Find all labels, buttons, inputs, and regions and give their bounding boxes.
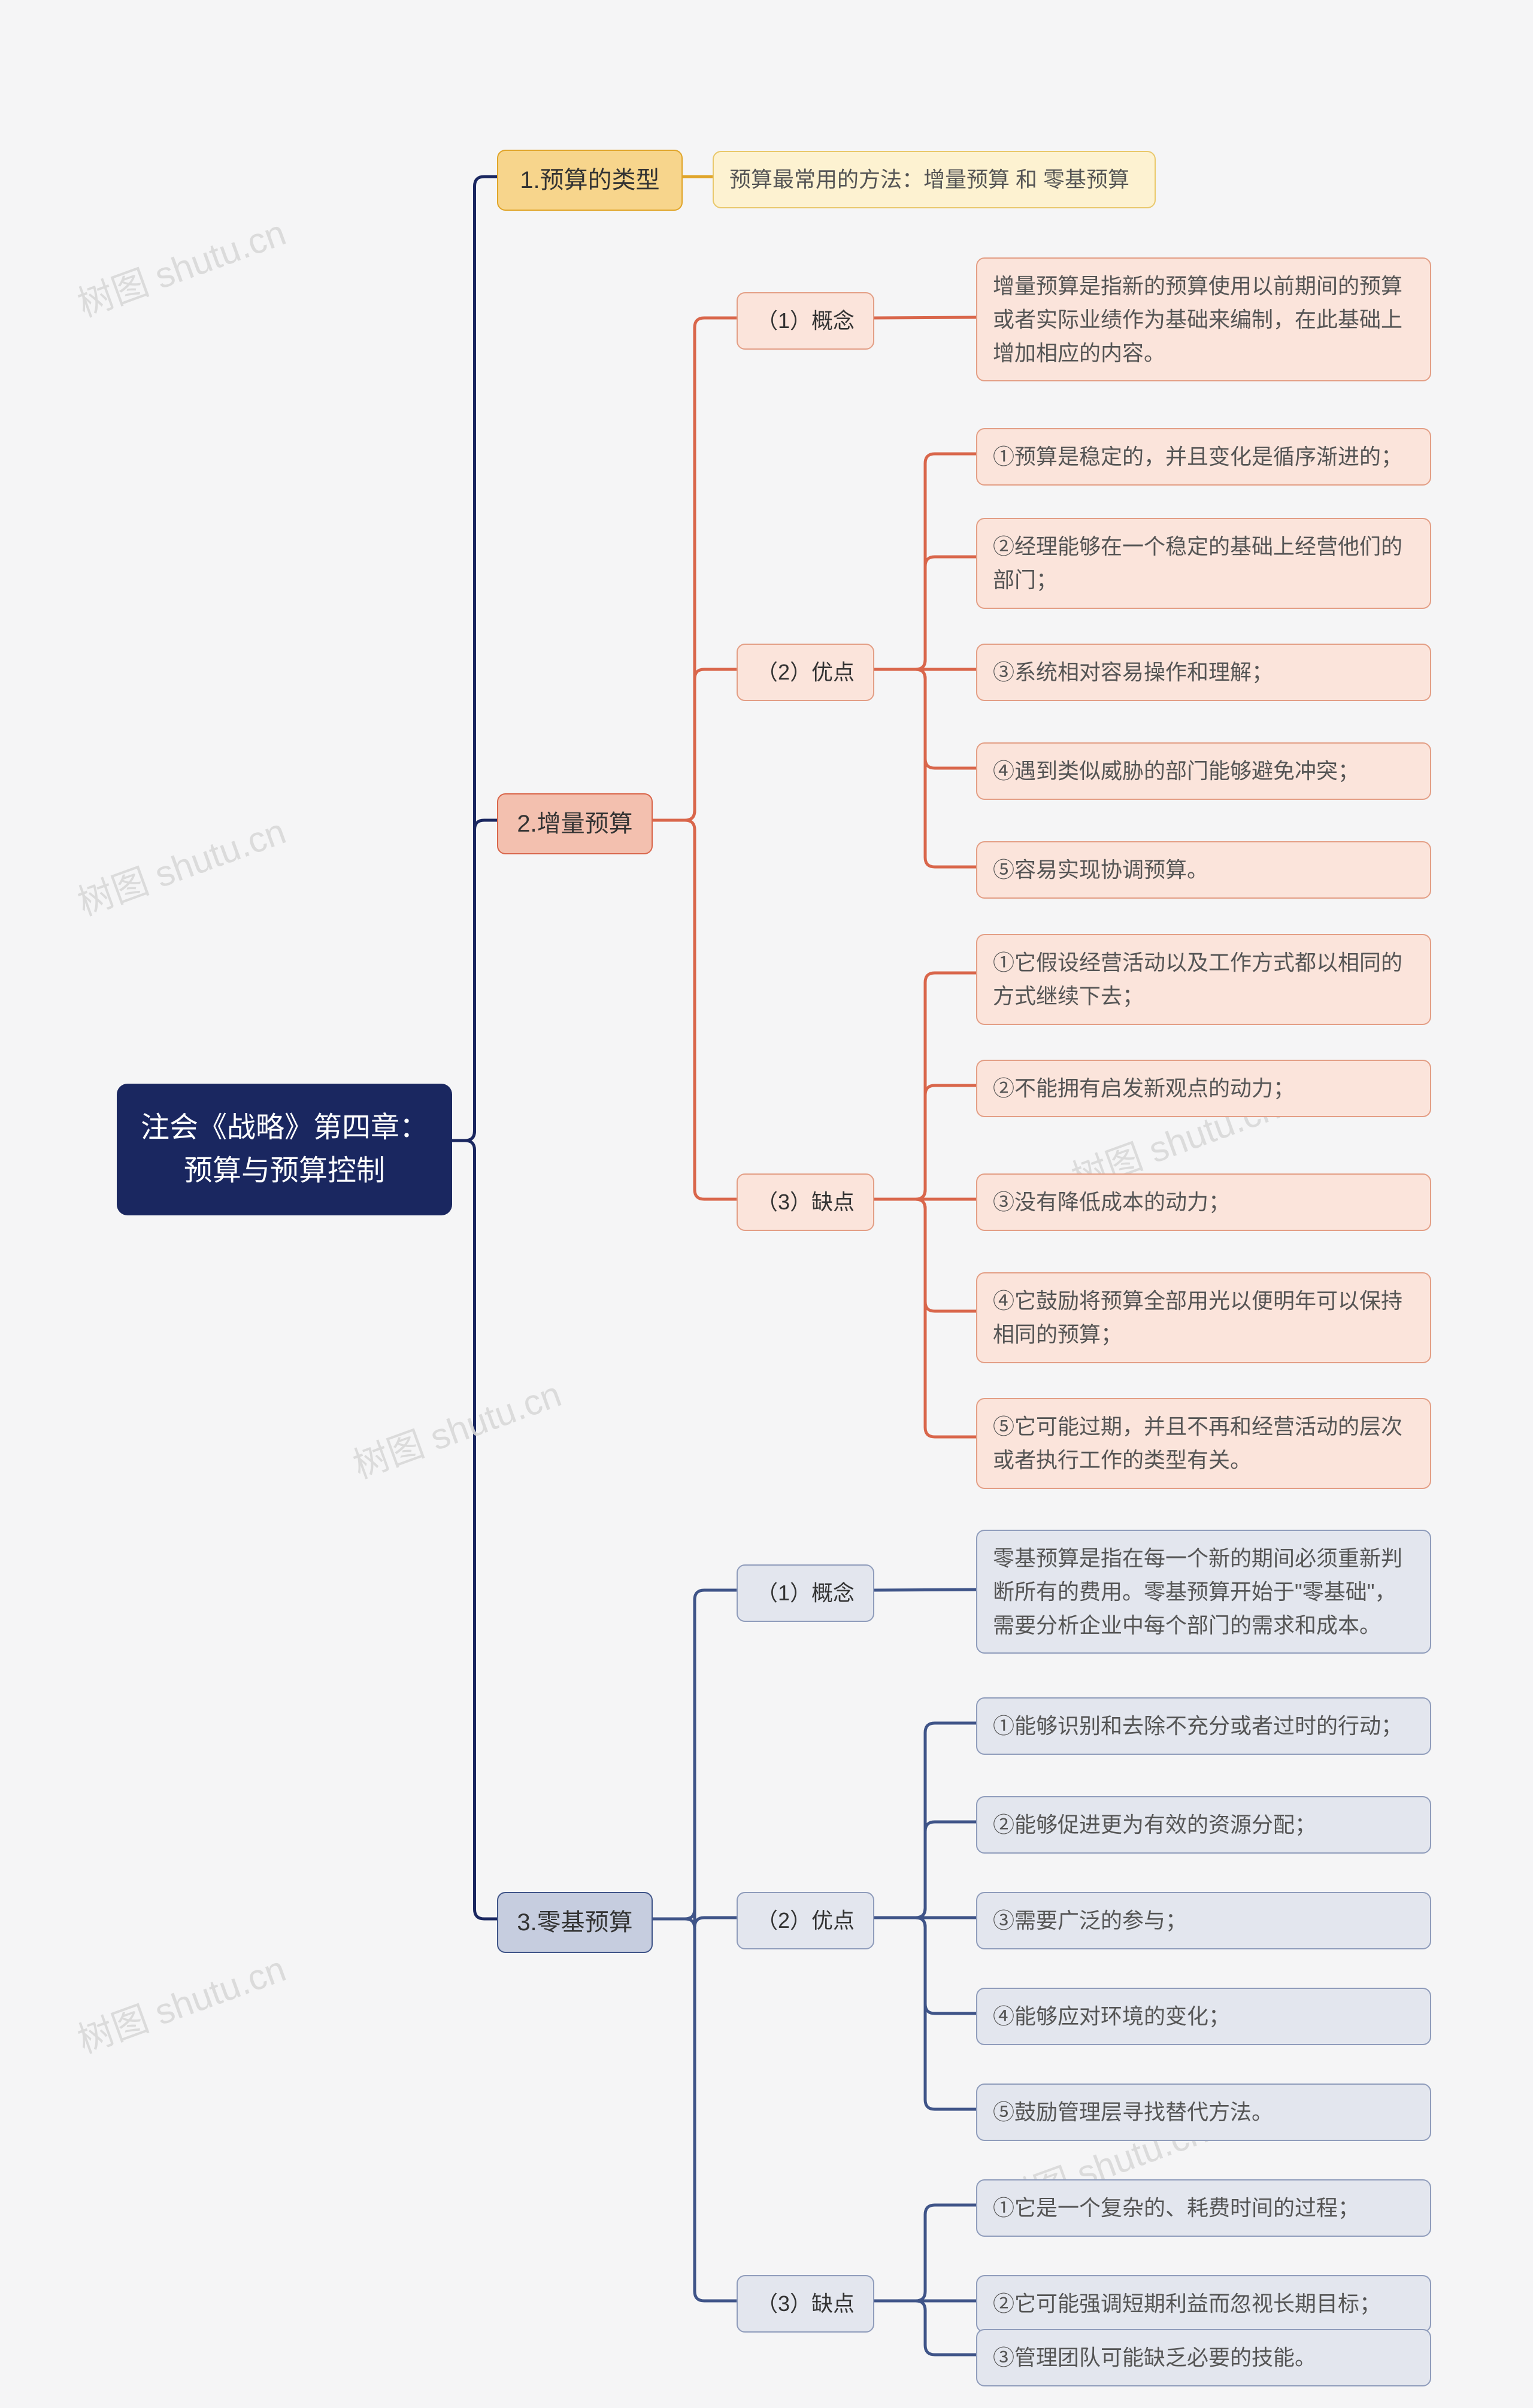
leaf-b3s2l1: ①能够识别和去除不充分或者过时的行动； — [976, 1697, 1431, 1755]
leaf-b2s3l3: ③没有降低成本的动力； — [976, 1173, 1431, 1231]
branch-b3: 3.零基预算 — [497, 1892, 653, 1953]
leaf-b3s1l1: 零基预算是指在每一个新的期间必须重新判断所有的费用。零基预算开始于"零基础"，需… — [976, 1530, 1431, 1654]
leaf-b3s2l4: ④能够应对环境的变化； — [976, 1988, 1431, 2045]
root-node: 注会《战略》第四章：预算与预算控制 — [117, 1084, 452, 1215]
sub-b2s3: （3）缺点 — [737, 1173, 874, 1231]
leaf-b2s2l4: ④遇到类似威胁的部门能够避免冲突； — [976, 742, 1431, 800]
leaf-b2s1l1: 增量预算是指新的预算使用以前期间的预算或者实际业绩作为基础来编制，在此基础上增加… — [976, 257, 1431, 381]
leaf-b3s2l3: ③需要广泛的参与； — [976, 1892, 1431, 1949]
watermark: 树图 shutu.cn — [69, 802, 292, 926]
leaf-b3s2l2: ②能够促进更为有效的资源分配； — [976, 1796, 1431, 1854]
leaf-b2s2l1: ①预算是稳定的，并且变化是循序渐进的； — [976, 428, 1431, 486]
leaf-b3s2l5: ⑤鼓励管理层寻找替代方法。 — [976, 2084, 1431, 2141]
leaf-b3s3l3: ③管理团队可能缺乏必要的技能。 — [976, 2329, 1431, 2386]
sub-b2s2: （2）优点 — [737, 644, 874, 701]
leaf-b3s3l1: ①它是一个复杂的、耗费时间的过程； — [976, 2179, 1431, 2237]
leaf-b2s3l5: ⑤它可能过期，并且不再和经营活动的层次或者执行工作的类型有关。 — [976, 1398, 1431, 1489]
mindmap-canvas: 树图 shutu.cn 树图 shutu.cn 树图 shutu.cn 树图 shut… — [0, 0, 1533, 2408]
leaf-b3s3l2: ②它可能强调短期利益而忽视长期目标； — [976, 2275, 1431, 2333]
watermark: 树图 shutu.cn — [69, 1940, 292, 2063]
leaf-b2s2l2: ②经理能够在一个稳定的基础上经营他们的部门； — [976, 518, 1431, 609]
leaf-b2s3l2: ②不能拥有启发新观点的动力； — [976, 1060, 1431, 1117]
leaf-b2s2l5: ⑤容易实现协调预算。 — [976, 841, 1431, 899]
watermark: 树图 shutu.cn — [69, 204, 292, 327]
leaf-b2s2l3: ③系统相对容易操作和理解； — [976, 644, 1431, 701]
sub-b2s1: （1）概念 — [737, 292, 874, 350]
branch-b1: 1.预算的类型 — [497, 150, 683, 211]
sub-b3s2: （2）优点 — [737, 1892, 874, 1949]
watermark: 树图 shutu.cn — [345, 1365, 567, 1488]
branch-b2: 2.增量预算 — [497, 793, 653, 854]
leaf-b1l1: 预算最常用的方法：增量预算 和 零基预算 — [713, 151, 1156, 208]
sub-b3s1: （1）概念 — [737, 1564, 874, 1622]
leaf-b2s3l1: ①它假设经营活动以及工作方式都以相同的方式继续下去； — [976, 934, 1431, 1025]
sub-b3s3: （3）缺点 — [737, 2275, 874, 2333]
leaf-b2s3l4: ④它鼓励将预算全部用光以便明年可以保持相同的预算； — [976, 1272, 1431, 1363]
